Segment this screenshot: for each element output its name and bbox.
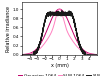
SLM [84, 54, 85, 55]
Gaussian 1064 [49, 23, 50, 24]
Line: SLM: SLM [18, 11, 100, 55]
Gaussian 1064 [27, 53, 28, 54]
SLM 1064 [18, 54, 19, 55]
SLM 1064 [32, 53, 33, 54]
SLM [90, 54, 91, 55]
Gaussian 1064 [32, 52, 33, 53]
SLM [32, 54, 33, 55]
Gaussian 1064 [90, 53, 91, 54]
SLM [27, 54, 28, 55]
Line: SLM 1064: SLM 1064 [18, 9, 100, 55]
SLM 1064 [99, 54, 100, 55]
SLM 1064 [27, 54, 28, 55]
Gaussian 1064 [18, 54, 19, 55]
X-axis label: x (mm): x (mm) [51, 63, 68, 68]
SLM 1064 [49, 35, 50, 36]
SLM [18, 54, 19, 55]
Line: Gaussian 1064: Gaussian 1064 [18, 9, 100, 55]
Legend: Gaussian 1064, SLM 1064, SLM: Gaussian 1064, SLM 1064, SLM [16, 72, 100, 76]
SLM [61, 10, 62, 11]
SLM 1064 [53, 26, 54, 27]
Gaussian 1064 [99, 54, 100, 55]
Y-axis label: Relative irradiance: Relative irradiance [6, 5, 11, 52]
Gaussian 1064 [59, 9, 60, 10]
Gaussian 1064 [53, 15, 54, 16]
SLM [99, 54, 100, 55]
SLM 1064 [59, 9, 60, 10]
SLM [49, 13, 50, 14]
SLM [53, 12, 54, 13]
